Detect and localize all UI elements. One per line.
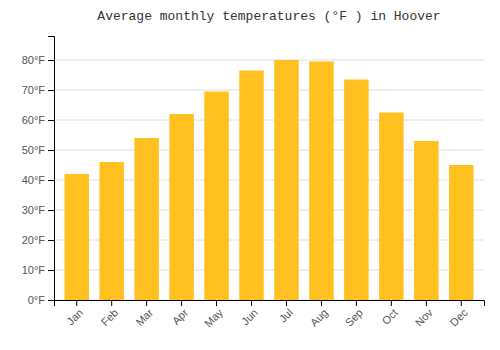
x-axis: Jan Feb Mar Apr May Jun Jul Aug Sep Oct Nov Dec [55,300,485,329]
bar [99,162,123,300]
y-axis-line [48,37,55,301]
x-tick-label: Apr [170,306,191,327]
x-tick-mark [146,300,147,306]
x-tick: Apr [170,300,191,327]
x-tick: Mar [133,300,155,328]
bar [414,141,438,300]
y-tick-label: 30°F [22,204,46,216]
bar [64,174,88,300]
bar [204,92,228,301]
x-tick: May [202,300,226,329]
y-tick-label: 50°F [22,144,46,156]
y-tick-mark [48,180,54,181]
y-tick-mark [48,210,54,211]
y-tick: 50°F [22,144,54,156]
y-tick-mark [48,270,54,271]
y-tick-mark [48,60,54,61]
y-tick-label: 70°F [22,84,46,96]
x-axis-line [55,301,485,307]
y-tick: 40°F [22,174,54,186]
x-tick-label: Oct [379,306,400,327]
bar [449,165,473,300]
x-tick-mark [356,300,357,306]
y-tick-mark [48,90,54,91]
y-tick: 0°F [28,294,54,306]
y-tick: 30°F [22,204,54,216]
grid [54,60,484,300]
chart-svg: 0°F 10°F 20°F 30°F 40°F 50°F 60°F 70°F 80°F Jan Fe… [0,0,500,350]
grid-line [54,120,484,121]
y-tick-label: 80°F [22,54,46,66]
x-tick-label: Feb [98,306,120,328]
y-tick-label: 0°F [28,294,46,306]
x-tick-mark [286,300,287,306]
bar [169,114,193,300]
x-tick-label: Jan [64,306,85,327]
grid-line [54,90,484,91]
x-tick: Jun [239,300,260,327]
bar [134,138,158,300]
x-tick-mark [321,300,322,306]
y-tick-mark [48,150,54,151]
x-tick: Aug [308,300,330,329]
x-tick-mark [111,300,112,306]
x-tick: Jul [277,300,295,325]
y-tick-mark [48,240,54,241]
x-tick: Sep [343,300,365,329]
x-tick-label: Mar [133,306,155,328]
bar [274,60,298,300]
chart-title: Average monthly temperatures (°F ) in Ho… [97,9,440,24]
y-tick: 60°F [22,114,54,126]
y-tick-mark [48,120,54,121]
y-tick: 20°F [22,234,54,246]
x-tick: Dec [448,300,471,329]
x-tick-label: Jul [277,306,295,324]
x-tick-mark [391,300,392,306]
x-tick-label: Dec [448,306,471,329]
bar [379,113,403,301]
y-tick-label: 10°F [22,264,46,276]
y-tick-mark [48,300,54,301]
chart-container: 0°F 10°F 20°F 30°F 40°F 50°F 60°F 70°F 80°F Jan Fe… [0,0,500,350]
y-tick-label: 40°F [22,174,46,186]
bar [309,62,333,301]
x-tick-mark [251,300,252,306]
plot-area [64,60,473,300]
bar [239,71,263,301]
y-tick: 10°F [22,264,54,276]
x-tick: Feb [98,300,120,328]
x-tick-label: Nov [413,306,436,329]
x-tick-label: Sep [343,306,365,328]
x-tick-mark [461,300,462,306]
x-tick-label: May [202,306,226,330]
y-tick-label: 60°F [22,114,46,126]
bar [344,80,368,301]
x-tick: Oct [379,300,400,327]
x-tick: Nov [413,300,436,329]
y-axis: 0°F 10°F 20°F 30°F 40°F 50°F 60°F 70°F 80°F [22,37,55,307]
x-tick-mark [76,300,77,306]
x-tick-label: Aug [308,306,330,328]
x-tick-mark [181,300,182,306]
grid-line [54,60,484,61]
x-tick: Jan [64,300,85,327]
x-tick-mark [216,300,217,306]
x-tick-mark [426,300,427,306]
y-tick-label: 20°F [22,234,46,246]
y-tick: 70°F [22,84,54,96]
y-tick: 80°F [22,54,54,66]
x-tick-label: Jun [239,306,260,327]
